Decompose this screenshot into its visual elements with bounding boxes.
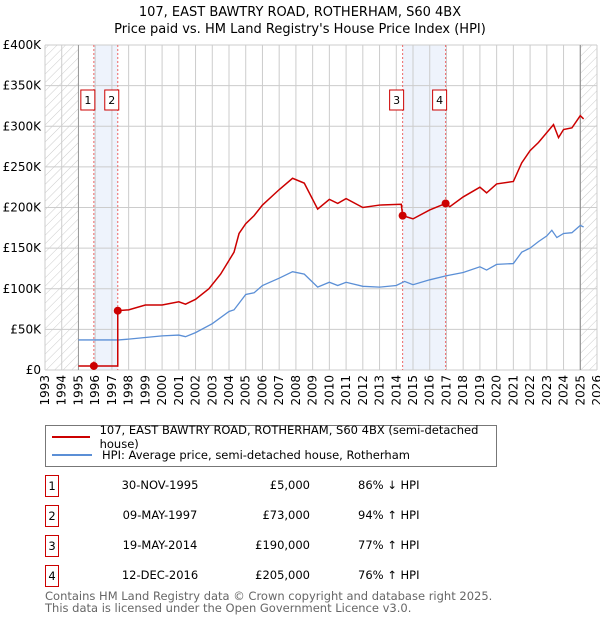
x-tick-label: 2015 (406, 375, 420, 406)
x-tick-label: 2019 (473, 375, 487, 406)
sale-number: 4 (45, 565, 59, 587)
sale-point (113, 306, 122, 315)
x-tick-label: 1994 (55, 375, 69, 406)
x-tick-label: 2014 (389, 375, 403, 406)
x-tick-label: 2024 (557, 375, 571, 406)
sale-row: 2 09-MAY-1997 £73,000 94% ↑ HPI (45, 505, 445, 527)
sale-date: 12-DEC-2016 (121, 568, 199, 582)
property-price-line (78, 114, 585, 367)
y-tick-label: £0 (26, 363, 41, 377)
x-tick-label: 2008 (289, 375, 303, 406)
x-tick-label: 1999 (138, 375, 152, 406)
sale-point (441, 199, 450, 208)
x-tick-label: 2001 (172, 375, 186, 406)
chart-title: 107, EAST BAWTRY ROAD, ROTHERHAM, S60 4B… (0, 4, 600, 38)
legend-item-hpi: HPI: Average price, semi-detached house,… (52, 446, 410, 464)
x-tick-label: 2013 (373, 375, 387, 406)
sale-row: 1 30-NOV-1995 £5,000 86% ↓ HPI (45, 475, 445, 497)
x-tick-label: 2009 (306, 375, 320, 406)
sale-label: 4 (436, 94, 443, 107)
x-tick-label: 1998 (122, 375, 136, 406)
x-tick-label: 2000 (155, 375, 169, 406)
x-tick-label: 2017 (439, 375, 453, 406)
sale-point (89, 361, 98, 370)
y-tick-label: £400K (3, 38, 43, 52)
x-tick-label: 2020 (490, 375, 504, 406)
sale-price: £205,000 (255, 568, 310, 582)
legend-label: HPI: Average price, semi-detached house,… (102, 448, 410, 462)
sale-label-box (432, 89, 448, 111)
x-tick-label: 2002 (189, 375, 203, 406)
x-tick-label: 1995 (71, 375, 85, 406)
sale-point (398, 211, 407, 220)
x-tick-label: 2018 (456, 375, 470, 406)
sale-date: 30-NOV-1995 (121, 478, 199, 492)
sale-hpi-diff: 86% ↓ HPI (358, 478, 420, 492)
x-tick-label: 2016 (423, 375, 437, 406)
legend-item-property: 107, EAST BAWTRY ROAD, ROTHERHAM, S60 4B… (52, 423, 496, 451)
x-tick-label: 2007 (272, 375, 286, 406)
sale-label-box (80, 89, 96, 111)
hpi-line (78, 224, 584, 341)
x-tick-label: 2026 (590, 375, 600, 406)
y-tick-label: £350K (3, 79, 43, 93)
sale-label: 2 (108, 94, 115, 107)
subtitle-line: Price paid vs. HM Land Registry's House … (114, 22, 486, 37)
price-chart: 1993 1994 1995 1996 1997 1998 1999 2000 2001 2002… (3, 38, 600, 406)
sale-row: 3 19-MAY-2014 £190,000 77% ↑ HPI (45, 535, 445, 557)
x-tick-label: 2004 (222, 375, 236, 406)
sale-label-box (389, 89, 405, 111)
y-tick-label: £250K (3, 160, 43, 174)
sale-row: 4 12-DEC-2016 £205,000 76% ↑ HPI (45, 565, 445, 587)
x-tick-label: 2012 (356, 375, 370, 406)
legend-label: 107, EAST BAWTRY ROAD, ROTHERHAM, S60 4B… (99, 423, 479, 451)
sale-date: 09-MAY-1997 (122, 508, 198, 522)
y-tick-label: £150K (3, 241, 43, 255)
sale-number: 2 (45, 505, 59, 527)
y-tick-label: £300K (3, 119, 43, 133)
y-tick-label: £200K (3, 201, 43, 215)
y-tick-label: £100K (3, 282, 43, 296)
x-tick-label: 2003 (205, 375, 219, 406)
sale-date: 19-MAY-2014 (122, 538, 198, 552)
x-tick-label: 2010 (322, 375, 336, 406)
sale-number: 1 (45, 475, 59, 497)
x-tick-label: 2025 (573, 375, 587, 406)
title-line: 107, EAST BAWTRY ROAD, ROTHERHAM, S60 4B… (138, 5, 462, 20)
sale-price: £5,000 (269, 478, 310, 492)
legend-swatch (52, 436, 90, 438)
sale-number: 3 (45, 535, 59, 557)
x-tick-label: 1996 (88, 375, 102, 406)
x-tick-label: 2011 (339, 375, 353, 406)
legend-swatch (52, 454, 92, 456)
x-tick-label: 2021 (506, 375, 520, 406)
footer-line: Contains HM Land Registry data © Crown c… (45, 589, 493, 603)
sale-price: £190,000 (255, 538, 310, 552)
sale-hpi-diff: 77% ↑ HPI (358, 538, 420, 552)
footer: Contains HM Land Registry data © Crown c… (45, 590, 492, 614)
x-tick-label: 2006 (255, 375, 269, 406)
sale-label: 3 (393, 94, 400, 107)
x-tick-label: 2023 (540, 375, 554, 406)
x-tick-label: 2005 (239, 375, 253, 406)
sale-label: 1 (84, 94, 91, 107)
legend: 107, EAST BAWTRY ROAD, ROTHERHAM, S60 4B… (45, 423, 497, 467)
x-tick-label: 2022 (523, 375, 537, 406)
y-tick-label: £50K (10, 322, 42, 336)
x-tick-label: 1993 (38, 375, 52, 406)
footer-line: This data is licensed under the Open Gov… (45, 601, 412, 615)
sale-hpi-diff: 76% ↑ HPI (358, 568, 420, 582)
x-tick-label: 1997 (105, 375, 119, 406)
sale-label-box (104, 89, 120, 111)
sale-hpi-diff: 94% ↑ HPI (358, 508, 420, 522)
sale-price: £73,000 (262, 508, 310, 522)
